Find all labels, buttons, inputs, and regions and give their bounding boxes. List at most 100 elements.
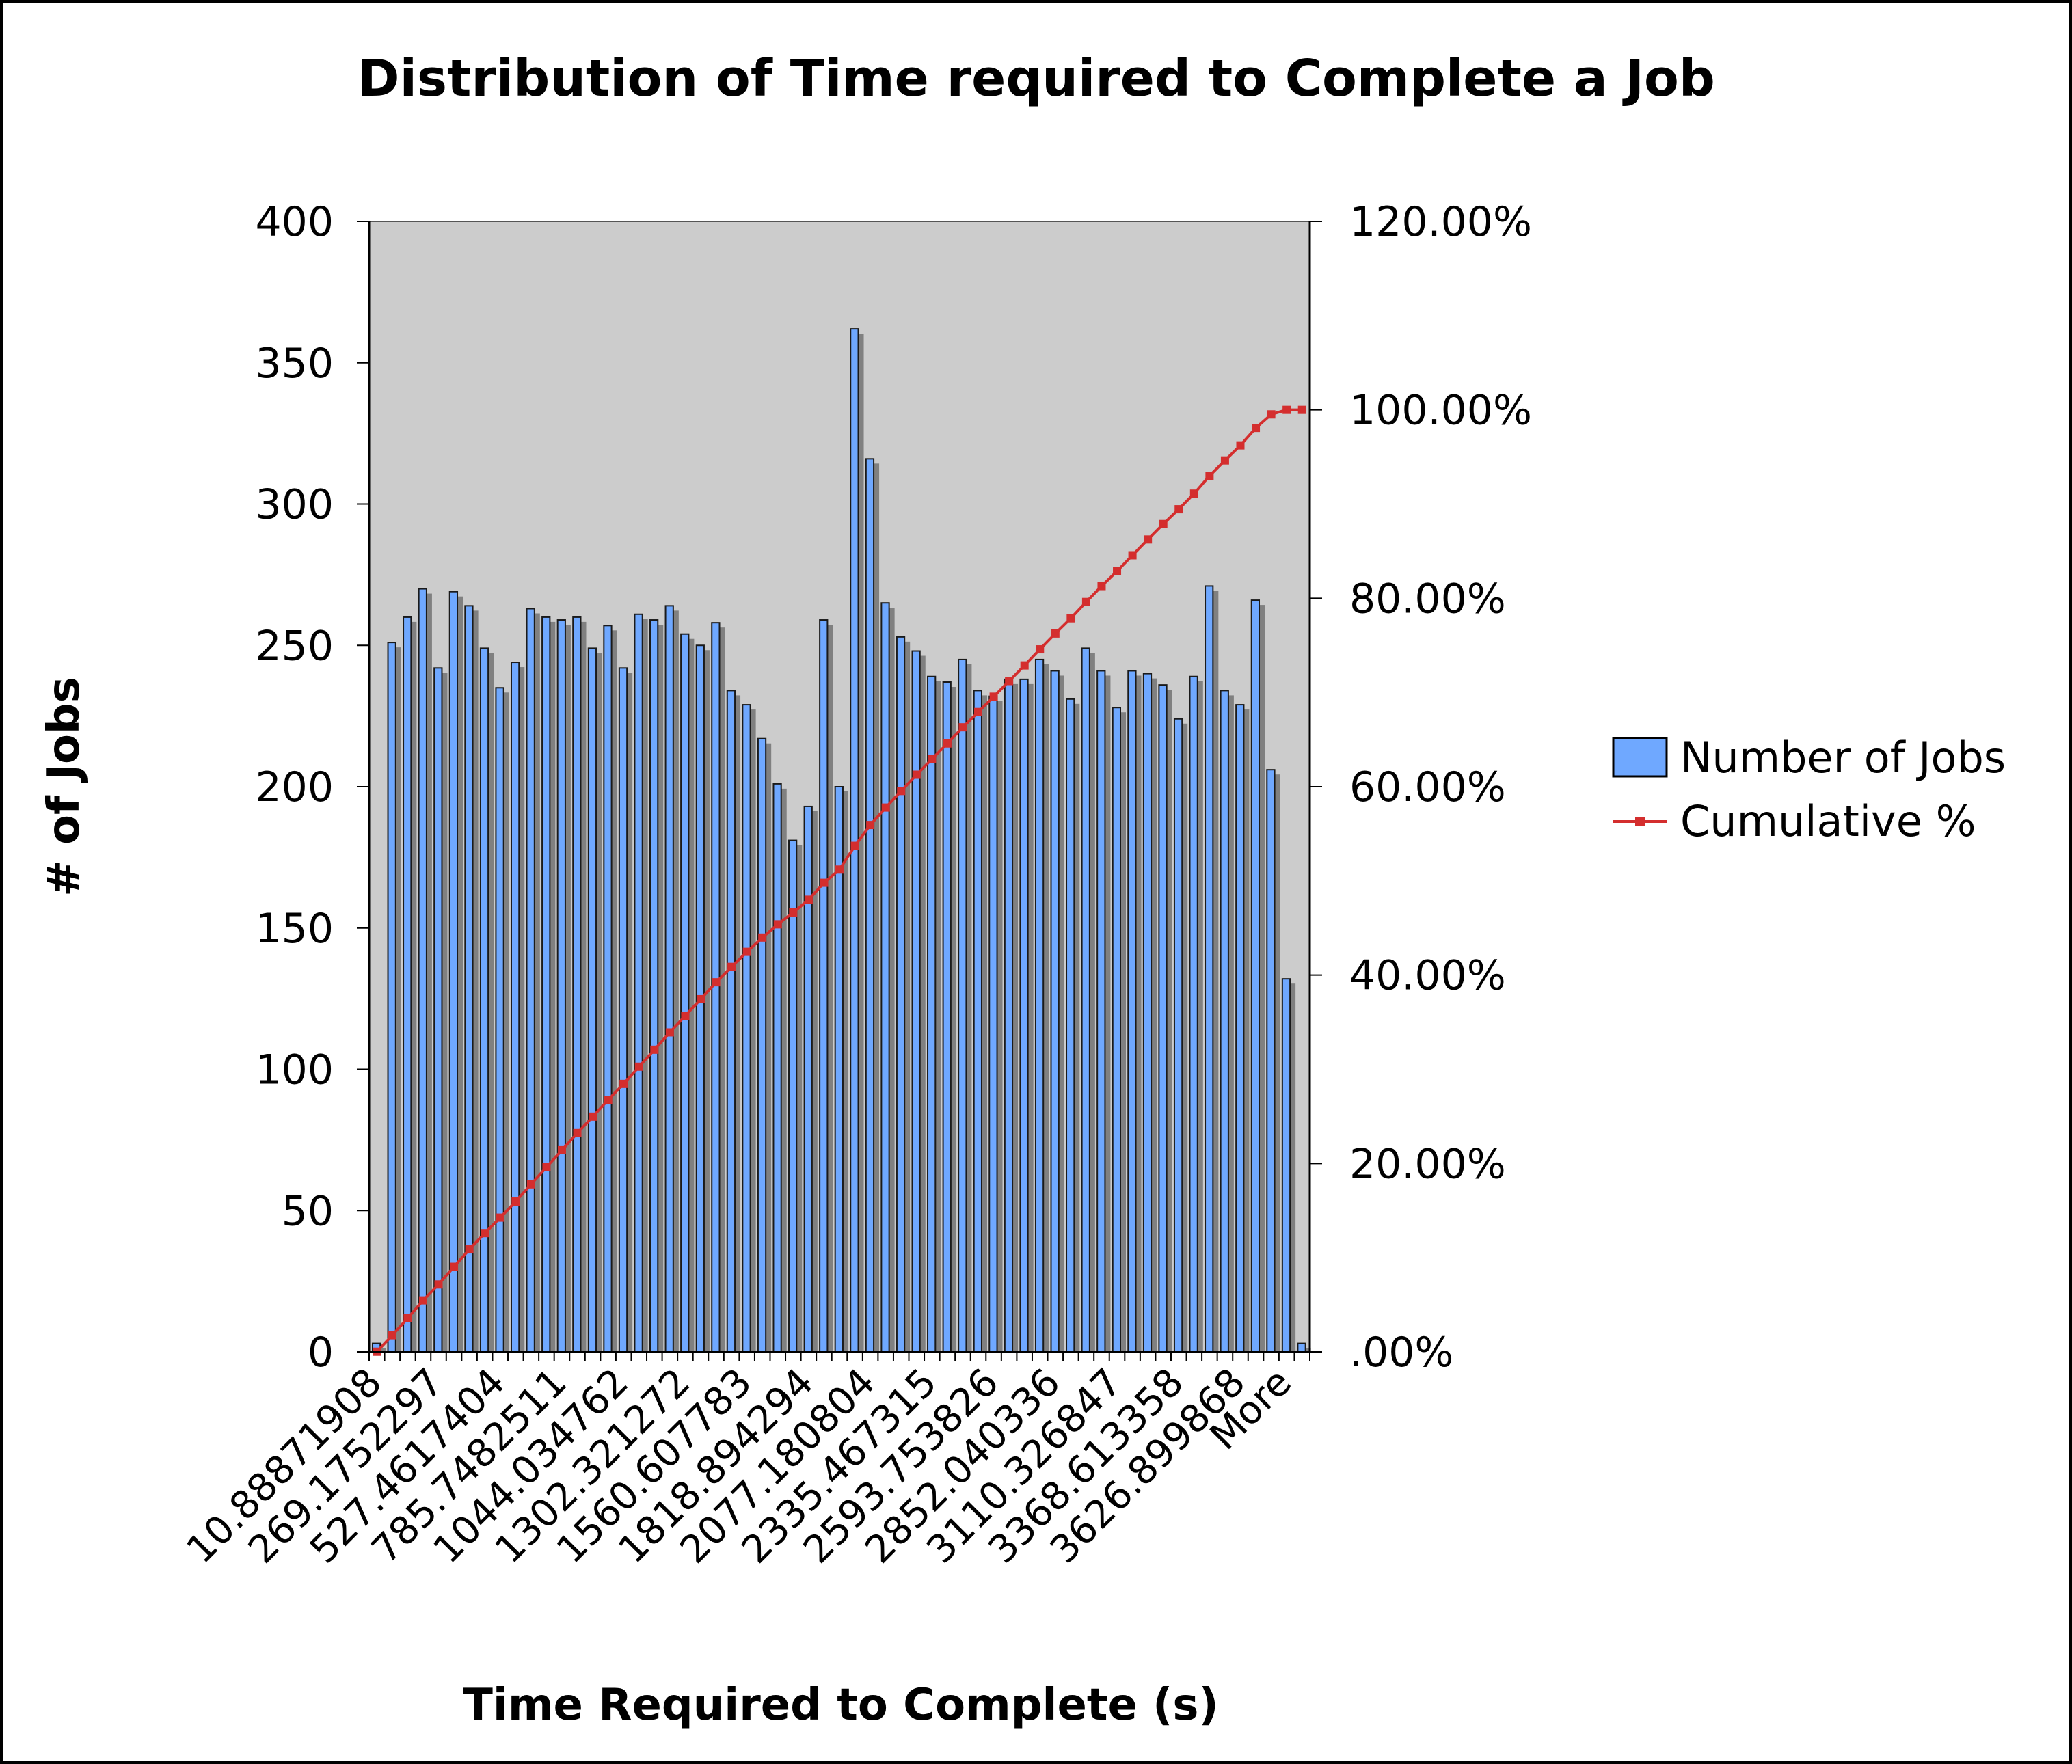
cumulative-point	[481, 1229, 489, 1238]
cumulative-point	[1128, 551, 1137, 560]
bar	[988, 695, 998, 1353]
bar	[1081, 647, 1090, 1353]
bar	[680, 633, 690, 1353]
cumulative-line-group	[373, 405, 1306, 1356]
y-tick-label: 400	[255, 198, 334, 246]
bar-shadow	[501, 692, 509, 1352]
bar-shadow	[409, 621, 417, 1352]
bar-shadow	[485, 653, 494, 1352]
cumulative-point	[1036, 645, 1045, 654]
y-tick-label: 200	[255, 763, 334, 811]
bar	[464, 605, 474, 1353]
bar	[880, 602, 890, 1353]
bar-shadow	[1148, 678, 1157, 1352]
cumulative-point	[712, 978, 721, 987]
cumulative-point	[897, 787, 906, 796]
bar-shadow	[609, 630, 617, 1353]
bar-shadow	[809, 811, 818, 1352]
bar	[433, 667, 443, 1353]
y-tick-label: 100	[255, 1046, 334, 1094]
cumulative-point	[496, 1213, 504, 1222]
bar	[1250, 599, 1261, 1353]
bar	[556, 619, 566, 1353]
bar-shadow	[887, 608, 895, 1352]
cumulative-point	[665, 1028, 674, 1037]
cumulative-point	[1097, 582, 1106, 591]
bar	[572, 616, 582, 1353]
bar	[958, 658, 967, 1353]
bar-shadow	[763, 743, 772, 1352]
bars-group	[371, 328, 1311, 1353]
bar	[1205, 585, 1214, 1353]
bar-shadow	[1241, 709, 1250, 1352]
bar-shadow	[1103, 675, 1111, 1352]
cumulative-point	[1220, 456, 1229, 465]
cumulative-point	[1005, 677, 1014, 686]
cumulative-point	[789, 908, 798, 917]
bar	[726, 690, 736, 1353]
bar	[664, 605, 674, 1353]
chart-title: Distribution of Time required to Complet…	[358, 49, 1715, 108]
bar	[1266, 769, 1276, 1353]
cumulative-point	[958, 723, 967, 732]
bar	[772, 783, 782, 1353]
y2-tick-label: 100.00%	[1349, 387, 1532, 435]
cumulative-point	[820, 878, 829, 887]
bar-shadow	[1056, 675, 1064, 1352]
legend-swatch-bars	[1612, 737, 1668, 778]
bar	[1281, 978, 1291, 1353]
bar	[742, 704, 751, 1353]
cumulative-point	[866, 821, 875, 830]
bar-shadow	[1164, 690, 1172, 1352]
bar	[1050, 670, 1060, 1353]
cumulative-point	[1159, 519, 1168, 528]
bar	[495, 687, 504, 1353]
bar	[649, 619, 659, 1353]
bar-shadow	[440, 673, 448, 1352]
y2-tick-label: 40.00%	[1349, 952, 1506, 1000]
bar-shadow	[532, 613, 540, 1352]
bar-shadow	[393, 647, 401, 1352]
bar	[618, 667, 628, 1353]
cumulative-point	[758, 933, 767, 942]
bar-shadow	[455, 596, 463, 1352]
bar-shadow	[979, 695, 987, 1352]
bar	[1235, 704, 1245, 1353]
bar-shadow	[933, 681, 941, 1352]
bar	[403, 616, 412, 1353]
bar-shadow	[686, 638, 695, 1353]
bar-shadow	[1040, 664, 1049, 1352]
bar-shadow	[717, 627, 725, 1353]
cumulative-point	[1020, 661, 1029, 670]
cumulative-point	[928, 755, 937, 763]
bar-shadow	[593, 653, 602, 1352]
bar	[911, 650, 921, 1353]
x-axis-title: Time Required to Complete (s)	[463, 1680, 1219, 1731]
y2-tick-label: 120.00%	[1349, 198, 1532, 246]
bar-shadow	[671, 610, 679, 1352]
cumulative-point	[989, 692, 998, 701]
bar-shadow	[794, 845, 803, 1352]
cumulative-point	[650, 1045, 659, 1054]
bar-shadow	[640, 619, 648, 1352]
bar	[1189, 675, 1198, 1353]
bar-shadow	[1226, 695, 1234, 1352]
legend: Number of Jobs Cumulative %	[1612, 733, 2006, 846]
bar	[587, 647, 597, 1353]
bar-shadow	[902, 641, 911, 1352]
y-ticks-group: 0 50 100 150 200 250 300 350 400	[255, 198, 369, 1376]
cumulative-point	[912, 770, 921, 779]
bar-shadow	[701, 650, 710, 1352]
bar-shadow	[1133, 675, 1142, 1352]
bar	[1034, 658, 1045, 1353]
bar-shadow	[563, 625, 571, 1353]
bar	[510, 662, 520, 1353]
cumulative-point	[511, 1197, 520, 1206]
cumulative-point	[589, 1112, 597, 1121]
bar-shadow	[624, 673, 633, 1352]
cumulative-point	[1066, 614, 1075, 623]
bar-shadow	[732, 695, 741, 1352]
bar	[1127, 670, 1137, 1353]
bar	[803, 805, 813, 1353]
cumulative-point	[881, 803, 890, 812]
